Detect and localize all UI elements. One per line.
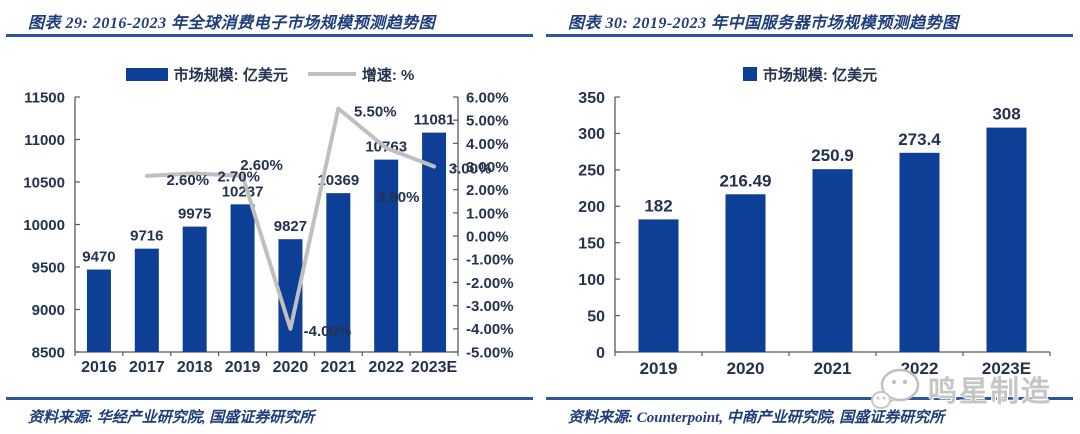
figure-title: 图表 29: 2016-2023 年全球消费电子市场规模预测趋势图	[28, 15, 436, 32]
x-axis-label: 2017	[129, 359, 165, 376]
bar-value-label: 9470	[82, 249, 115, 266]
source-note: 资料来源: 华经产业研究院, 国盛证券研究所	[28, 410, 315, 426]
bar	[725, 194, 766, 352]
legend-label-market-size: 市场规模: 亿美元	[173, 66, 288, 84]
x-axis-label: 2020	[273, 359, 309, 376]
bar-value-label: 216.49	[720, 171, 772, 190]
bar	[134, 248, 159, 352]
legend-label-growth: 增速: %	[361, 66, 415, 84]
bar-value-label: 11081	[414, 112, 455, 129]
x-axis-label: 2022	[368, 359, 404, 376]
figure-title: 图表 30: 2019-2023 年中国服务器市场规模预测趋势图	[568, 15, 959, 32]
x-axis-label: 2021	[321, 359, 357, 376]
chart-panel-china-server: 图表 30: 2019-2023 年中国服务器市场规模预测趋势图 市场规模: 亿…	[540, 0, 1080, 434]
legend-bar-swatch	[125, 67, 168, 81]
x-axis-label: 2016	[81, 359, 117, 376]
y-axis-label: 200	[578, 199, 605, 216]
bar	[638, 219, 679, 352]
bar	[374, 159, 399, 352]
bar	[812, 169, 853, 352]
secondary-y-axis-label: -4.00%	[466, 321, 514, 338]
bar-value-label: 308	[992, 105, 1020, 124]
chart-panel-global-consumer-electronics: 图表 29: 2016-2023 年全球消费电子市场规模预测趋势图 市场规模: …	[0, 15, 540, 426]
y-axis-label: 9000	[32, 302, 65, 319]
secondary-y-axis-label: -5.00%	[466, 344, 514, 361]
y-axis-label: 10000	[23, 217, 65, 234]
bar-value-label: 10237	[222, 183, 264, 200]
secondary-y-axis-label: 6.00%	[466, 90, 509, 106]
y-axis-label: 350	[578, 90, 605, 107]
bar-value-label: 182	[644, 196, 672, 215]
growth-point-label: -4.00%	[304, 323, 352, 340]
legend: 市场规模: 亿美元	[540, 63, 1080, 85]
legend-line-swatch	[307, 72, 356, 76]
x-axis-label: 2018	[177, 359, 213, 376]
secondary-y-axis-label: 5.00%	[466, 113, 509, 130]
source-note: 资料来源: Counterpoint, 中商产业研究院, 国盛证券研究所	[568, 410, 945, 426]
x-axis-label: 2022	[901, 359, 939, 378]
growth-point-label: 3.80%	[377, 189, 420, 206]
x-axis-label: 2023E	[982, 359, 1031, 378]
bar	[986, 127, 1027, 352]
growth-point-label: 3.00%	[449, 161, 492, 178]
y-axis-label: 100	[578, 272, 605, 289]
secondary-y-axis-label: -1.00%	[466, 252, 514, 269]
bar	[326, 193, 351, 352]
growth-point-label: 5.50%	[354, 104, 397, 121]
secondary-y-axis-label: 0.00%	[466, 228, 509, 245]
bar-value-label: 250.9	[811, 146, 854, 165]
legend: 市场规模: 亿美元 增速: %	[0, 63, 540, 85]
growth-line	[144, 106, 437, 331]
secondary-y-axis-label: 1.00%	[466, 205, 509, 222]
y-axis-label: 8500	[32, 344, 65, 361]
y-axis-label: 9500	[32, 259, 65, 276]
growth-point-label: 2.60%	[167, 172, 210, 189]
bar-value-label: 9716	[130, 228, 163, 245]
bar	[230, 204, 255, 352]
x-axis-label: 2020	[727, 359, 765, 378]
bar	[182, 226, 207, 352]
bar-value-label: 10369	[317, 172, 359, 189]
secondary-y-axis-label: 3.00%	[466, 159, 509, 176]
title-divider	[546, 34, 1073, 37]
footer-divider	[546, 397, 1073, 400]
y-axis-label: 0	[596, 345, 605, 362]
footer-divider	[6, 397, 533, 400]
bar-value-label: 273.4	[898, 130, 941, 149]
y-axis-label: 10500	[23, 174, 65, 191]
china-server-market-chart: 0 50 100 150 200 250 300 350 2019 2020 2021 2022 202…	[578, 90, 1051, 378]
legend-bar-swatch	[742, 67, 757, 81]
secondary-y-axis-label: 2.00%	[466, 182, 509, 199]
legend-label-market-size: 市场规模: 亿美元	[762, 66, 878, 84]
global-consumer-electronics-chart: 8500 9000 9500 10000 10500 11000 11500 -5.00% -4…	[23, 90, 514, 376]
title-divider	[6, 34, 533, 37]
x-axis-label: 2021	[814, 359, 852, 378]
y-axis-label: 150	[578, 235, 605, 252]
y-axis-label: 300	[578, 126, 605, 143]
secondary-y-axis-label: 4.00%	[466, 136, 509, 153]
bar	[422, 132, 447, 352]
y-axis-label: 50	[587, 308, 605, 325]
bar	[86, 269, 111, 352]
x-axis-label: 2019	[640, 359, 678, 378]
secondary-y-axis-label: -2.00%	[466, 275, 514, 292]
bar-value-label: 9975	[178, 206, 211, 223]
y-axis-label: 11000	[24, 132, 65, 149]
x-axis-label: 2023E	[411, 359, 458, 376]
x-axis-label: 2019	[225, 359, 261, 376]
growth-point-label: 2.60%	[240, 157, 283, 174]
bar	[899, 152, 940, 352]
y-axis-label: 250	[578, 163, 605, 180]
growth-point-label: 2.70%	[217, 169, 260, 186]
secondary-y-axis-label: -3.00%	[466, 298, 514, 315]
bar-value-label: 9827	[274, 218, 307, 235]
y-axis-label: 11500	[24, 90, 65, 106]
